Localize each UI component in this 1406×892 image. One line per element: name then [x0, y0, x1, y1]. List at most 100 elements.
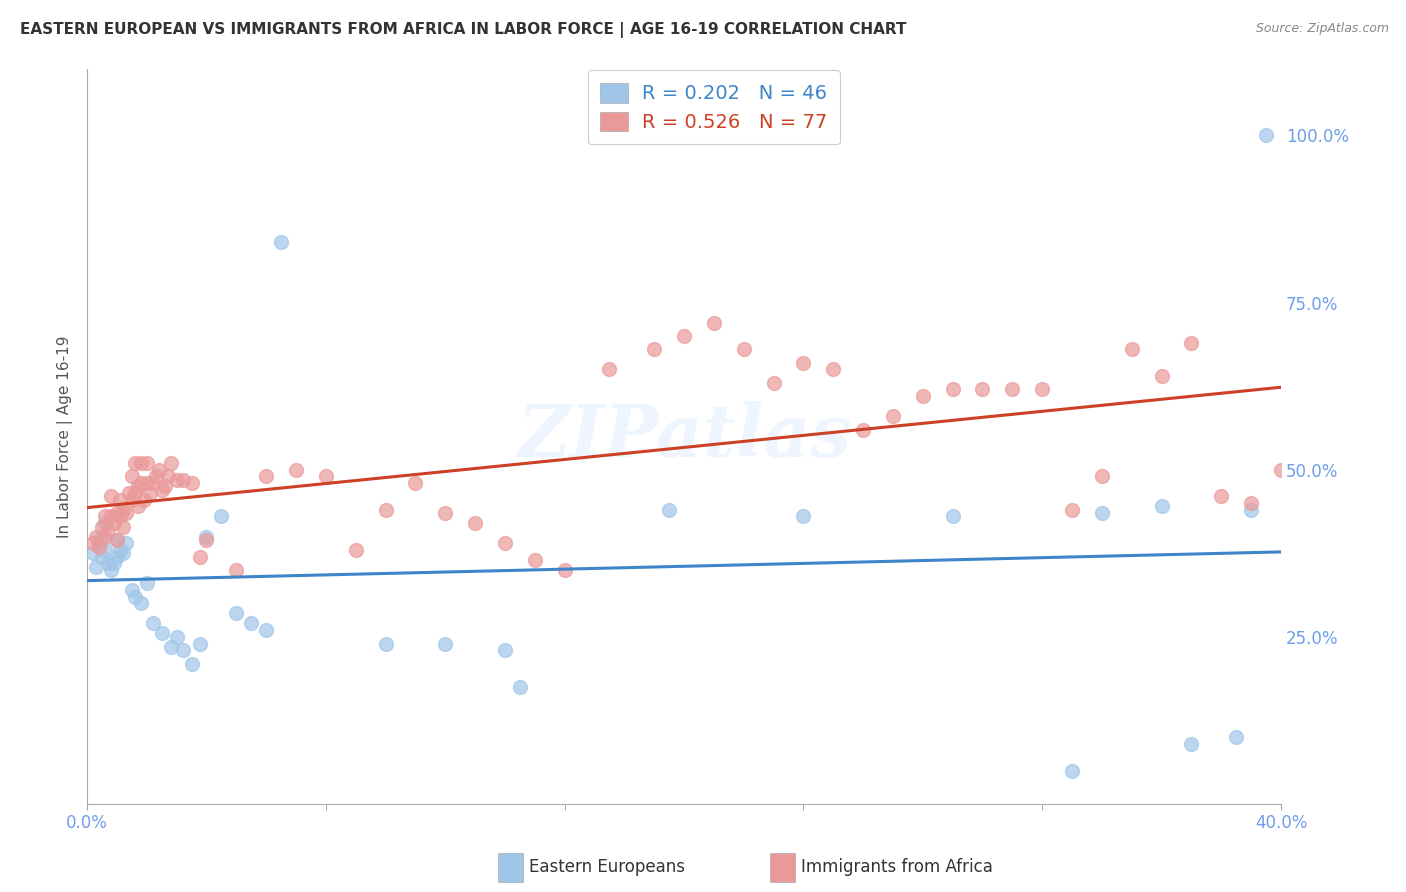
Point	[115, 506, 138, 520]
Text: Immigrants from Africa: Immigrants from Africa	[801, 858, 993, 877]
Point	[464, 516, 486, 531]
Point	[94, 542, 117, 557]
Point	[135, 456, 157, 470]
Point	[115, 536, 138, 550]
Text: Eastern Europeans: Eastern Europeans	[530, 858, 685, 877]
Point	[315, 469, 337, 483]
Point	[82, 536, 104, 550]
Point	[91, 519, 114, 533]
Point	[1150, 500, 1173, 514]
Point	[84, 559, 107, 574]
Point	[111, 503, 134, 517]
Point	[153, 479, 176, 493]
Point	[523, 553, 546, 567]
Point	[792, 356, 814, 370]
Point	[105, 533, 128, 547]
Point	[209, 509, 232, 524]
Point	[82, 546, 104, 560]
Point	[127, 479, 149, 493]
Point	[105, 506, 128, 520]
Point	[598, 362, 620, 376]
Point	[108, 492, 131, 507]
Point	[124, 590, 146, 604]
Point	[111, 519, 134, 533]
Point	[190, 549, 212, 564]
Point	[972, 383, 994, 397]
Point	[129, 456, 152, 470]
Point	[127, 500, 149, 514]
Point	[148, 463, 170, 477]
Point	[254, 623, 277, 637]
Point	[129, 476, 152, 491]
Point	[121, 582, 143, 597]
Point	[762, 376, 785, 390]
Point	[643, 343, 665, 357]
Point	[1240, 503, 1263, 517]
Point	[374, 636, 396, 650]
Point	[84, 530, 107, 544]
Point	[1091, 469, 1114, 483]
Point	[658, 503, 681, 517]
Point	[509, 680, 531, 694]
Legend: R = 0.202   N = 46, R = 0.526   N = 77: R = 0.202 N = 46, R = 0.526 N = 77	[588, 70, 839, 145]
Point	[100, 490, 122, 504]
Point	[1180, 737, 1202, 751]
Point	[180, 476, 202, 491]
Text: EASTERN EUROPEAN VS IMMIGRANTS FROM AFRICA IN LABOR FORCE | AGE 16-19 CORRELATIO: EASTERN EUROPEAN VS IMMIGRANTS FROM AFRI…	[20, 22, 907, 38]
Point	[97, 556, 120, 570]
Y-axis label: In Labor Force | Age 16-19: In Labor Force | Age 16-19	[58, 335, 73, 538]
Point	[1211, 490, 1233, 504]
Point	[792, 509, 814, 524]
Point	[240, 616, 263, 631]
Point	[823, 362, 845, 376]
Point	[1225, 730, 1247, 744]
Point	[121, 469, 143, 483]
Point	[1091, 506, 1114, 520]
Point	[94, 509, 117, 524]
Point	[1060, 503, 1083, 517]
Point	[94, 530, 117, 544]
Point	[374, 503, 396, 517]
Point	[94, 516, 117, 531]
Point	[190, 636, 212, 650]
Point	[672, 329, 695, 343]
Point	[1060, 764, 1083, 778]
Point	[344, 542, 367, 557]
Point	[111, 546, 134, 560]
Point	[270, 235, 292, 250]
Point	[103, 556, 125, 570]
Point	[91, 530, 114, 544]
Point	[166, 473, 188, 487]
Point	[703, 316, 725, 330]
Point	[172, 643, 194, 657]
Point	[733, 343, 755, 357]
Point	[118, 486, 141, 500]
Point	[100, 563, 122, 577]
Point	[434, 636, 457, 650]
Point	[142, 616, 165, 631]
Point	[150, 483, 173, 497]
Point	[195, 533, 218, 547]
Point	[139, 486, 162, 500]
Point	[1001, 383, 1024, 397]
Point	[494, 643, 516, 657]
Point	[852, 423, 875, 437]
Point	[135, 576, 157, 591]
Point	[103, 516, 125, 531]
Point	[121, 492, 143, 507]
Point	[254, 469, 277, 483]
Point	[97, 523, 120, 537]
Point	[942, 383, 965, 397]
Point	[195, 530, 218, 544]
Point	[172, 473, 194, 487]
Point	[87, 540, 110, 554]
Text: ZIPatlas: ZIPatlas	[517, 401, 851, 472]
Point	[225, 607, 247, 621]
Point	[1254, 128, 1277, 143]
Point	[91, 549, 114, 564]
Point	[124, 456, 146, 470]
Point	[1240, 496, 1263, 510]
Point	[1150, 369, 1173, 384]
Point	[180, 657, 202, 671]
Point	[882, 409, 904, 424]
